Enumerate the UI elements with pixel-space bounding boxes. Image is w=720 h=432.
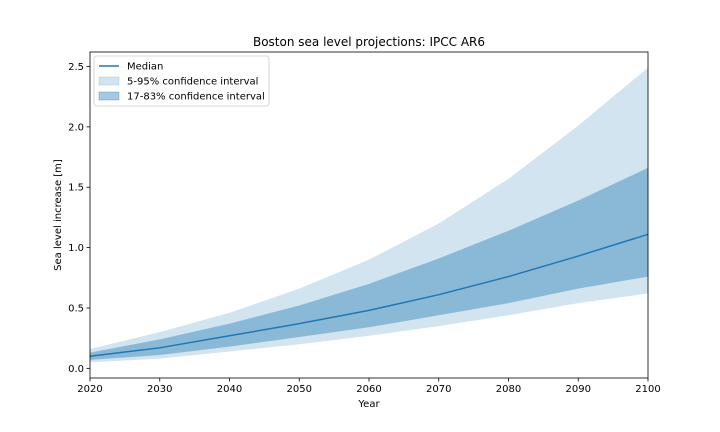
- legend-swatch-band: [98, 91, 120, 101]
- confidence-bands: [90, 67, 648, 363]
- chart-title: Boston sea level projections: IPCC AR6: [253, 35, 485, 49]
- legend-label: 17-83% confidence interval: [127, 92, 265, 103]
- y-axis-ticks: 0.0 0.5 1.0 1.5 2.0 2.5: [68, 62, 90, 375]
- y-tick-label: 2.5: [68, 62, 84, 73]
- x-tick-label: 2090: [566, 384, 591, 395]
- median-line: [89, 233, 649, 358]
- plot-area-frame: [89, 51, 649, 379]
- x-tick-label: 2050: [287, 384, 312, 395]
- x-tick-label: 2030: [147, 384, 172, 395]
- x-tick-label: 2040: [217, 384, 242, 395]
- x-tick-label: 2060: [356, 384, 381, 395]
- x-axis-ticks: 2020 2030 2040 2050 2060 2070 2080 2090 2100: [77, 378, 661, 395]
- legend-swatch-band: [98, 76, 120, 86]
- x-axis-label: Year: [357, 399, 380, 410]
- x-tick-label: 2080: [496, 384, 521, 395]
- legend-box: [93, 55, 270, 107]
- x-tick-label: 2020: [77, 384, 102, 395]
- y-tick-label: 1.5: [68, 183, 84, 194]
- legend-label: Median: [127, 62, 163, 73]
- x-tick-label: 2100: [635, 384, 660, 395]
- legend-label: 5-95% confidence interval: [127, 77, 258, 88]
- band-series-1: [90, 167, 648, 360]
- y-tick-label: 0.0: [68, 364, 84, 375]
- y-tick-label: 1.0: [68, 243, 84, 254]
- median-line-group: [89, 233, 649, 358]
- y-axis-label: Sea level increase [m]: [53, 159, 64, 271]
- y-tick-label: 0.5: [68, 303, 84, 314]
- x-tick-label: 2070: [426, 384, 451, 395]
- legend: Median 5-95% confidence interval 17-83% co…: [93, 55, 270, 107]
- band-series-0: [90, 67, 648, 363]
- y-tick-label: 2.0: [68, 122, 84, 133]
